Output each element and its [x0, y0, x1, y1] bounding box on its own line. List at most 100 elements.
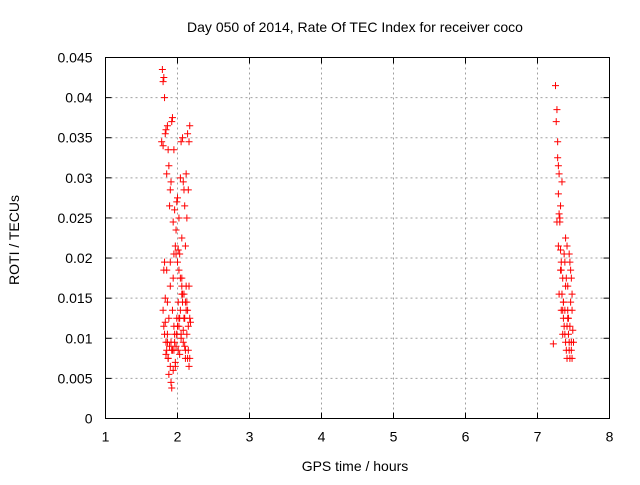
data-point: [171, 206, 179, 214]
data-point: [159, 78, 167, 86]
x-tick-label: 8: [606, 429, 614, 445]
data-point: [163, 170, 171, 178]
data-point: [568, 306, 576, 314]
data-point: [184, 354, 192, 362]
data-point: [569, 326, 577, 334]
data-point: [185, 362, 193, 370]
data-point: [555, 170, 563, 178]
data-point: [163, 298, 171, 306]
data-point: [169, 218, 177, 226]
data-point: [177, 138, 185, 146]
data-point: [172, 226, 180, 234]
data-point: [171, 362, 179, 370]
data-point: [173, 198, 181, 206]
data-point: [557, 246, 565, 254]
x-tick-label: 3: [246, 429, 254, 445]
y-tick-label: 0.025: [57, 210, 92, 226]
data-point: [163, 266, 171, 274]
data-point: [181, 242, 189, 250]
data-point: [174, 258, 181, 266]
data-point: [158, 138, 166, 146]
data-point: [554, 154, 562, 162]
data-point: [161, 294, 169, 302]
data-point: [185, 282, 193, 290]
data-point: [184, 322, 192, 330]
data-point: [181, 298, 189, 306]
data-point: [172, 342, 180, 350]
data-point: [185, 138, 193, 146]
data-point: [559, 330, 567, 338]
data-point: [567, 274, 575, 282]
data-point: [561, 306, 569, 314]
data-point: [172, 250, 180, 258]
data-point: [179, 134, 187, 142]
data-point: [568, 290, 576, 298]
data-point: [174, 246, 182, 254]
data-point: [160, 322, 168, 330]
data-point: [166, 202, 174, 210]
data-point: [160, 74, 168, 82]
data-point: [161, 94, 169, 102]
data-point: [163, 122, 171, 130]
data-point: [565, 250, 573, 258]
data-point: [168, 306, 176, 314]
data-point: [163, 338, 171, 346]
data-point: [553, 218, 561, 226]
data-point: [176, 350, 184, 358]
data-point: [161, 330, 169, 338]
y-tick-label: 0.01: [65, 330, 92, 346]
y-tick-label: 0.03: [65, 170, 92, 186]
data-point: [554, 242, 562, 250]
x-tick-label: 2: [174, 429, 182, 445]
data-point: [566, 258, 574, 266]
data-point: [183, 214, 191, 222]
data-point: [159, 306, 167, 314]
data-point: [158, 66, 166, 74]
data-point: [166, 282, 174, 290]
data-point: [166, 186, 174, 194]
x-tick-label: 5: [390, 429, 398, 445]
data-point: [186, 318, 194, 326]
data-point: [549, 340, 557, 348]
data-point: [175, 214, 183, 222]
data-point: [184, 186, 192, 194]
y-tick-label: 0.015: [57, 290, 92, 306]
data-points: [158, 66, 577, 392]
data-point: [181, 346, 189, 354]
data-point: [564, 314, 572, 322]
data-point: [178, 234, 186, 242]
data-point: [554, 138, 562, 146]
data-point: [168, 384, 176, 392]
data-point: [558, 178, 566, 186]
data-point: [170, 346, 178, 354]
data-point: [568, 354, 576, 362]
y-axis-label: ROTI / TECUs: [6, 195, 22, 285]
data-point: [165, 370, 173, 378]
data-point: [176, 174, 184, 182]
data-point: [552, 118, 560, 126]
x-tick-label: 7: [534, 429, 542, 445]
data-point: [559, 298, 567, 306]
data-point: [159, 142, 167, 150]
data-point: [176, 314, 184, 322]
data-point: [165, 314, 173, 322]
data-point: [166, 258, 174, 266]
y-tick-label: 0.04: [65, 90, 92, 106]
x-tick-label: 6: [462, 429, 470, 445]
data-point: [555, 210, 563, 218]
data-point: [174, 194, 181, 202]
data-point: [171, 242, 179, 250]
data-point: [169, 274, 177, 282]
data-point: [557, 266, 565, 274]
grid-lines: [105, 57, 610, 419]
data-point: [567, 346, 575, 354]
y-tick-label: 0.005: [57, 370, 92, 386]
x-tick-label: 4: [318, 429, 326, 445]
y-tick-label: 0.02: [65, 250, 92, 266]
data-point: [178, 282, 186, 290]
data-point: [186, 314, 194, 322]
chart-title: Day 050 of 2014, Rate Of TEC Index for r…: [187, 19, 523, 35]
data-point: [179, 338, 187, 346]
data-point: [170, 146, 178, 154]
